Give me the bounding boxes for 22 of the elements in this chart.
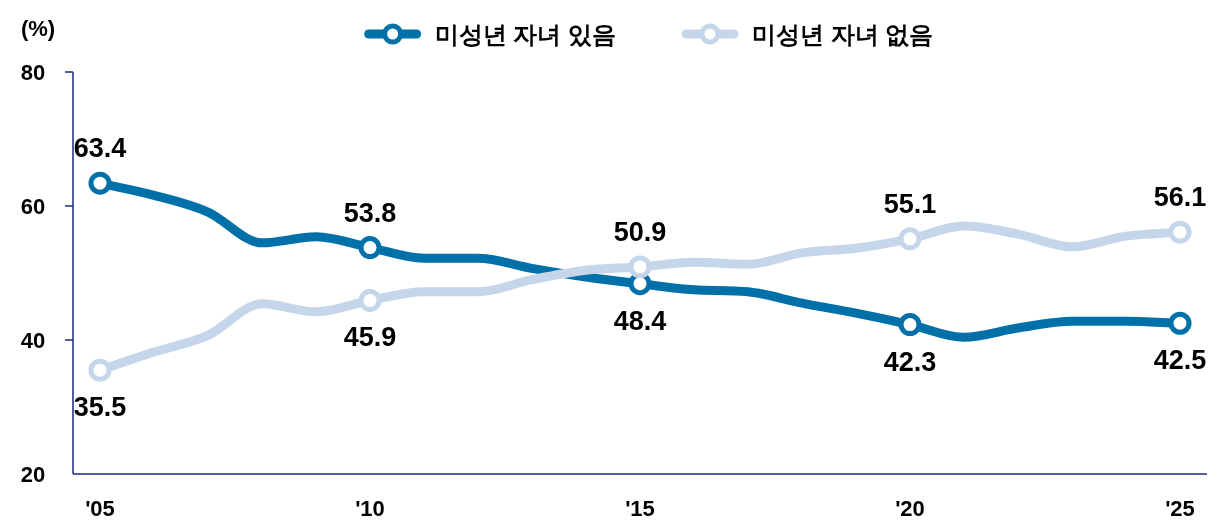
- data-label: 48.4: [613, 305, 667, 336]
- data-label: 35.5: [73, 392, 127, 423]
- data-label: 42.5: [1153, 345, 1207, 376]
- x-tick-label: '20: [895, 496, 925, 521]
- data-label: 45.9: [343, 322, 397, 353]
- data-label: 50.9: [613, 216, 667, 247]
- data-label: 63.4: [73, 133, 127, 164]
- data-label: 42.3: [883, 346, 937, 377]
- legend-label: 미성년 자녀 있음: [434, 21, 616, 48]
- y-tick-label: 20: [20, 462, 46, 487]
- x-tick-label: '15: [625, 496, 655, 521]
- x-tick-label: '10: [355, 496, 385, 521]
- data-label: 55.1: [883, 188, 937, 219]
- data-label: 53.8: [343, 197, 397, 228]
- y-tick-label: 40: [20, 328, 46, 353]
- x-tick-label: '25: [1165, 496, 1195, 521]
- y-axis-title: (%): [20, 16, 56, 41]
- x-tick-label: '05: [85, 496, 115, 521]
- y-tick-label: 80: [20, 60, 46, 85]
- data-label: 56.1: [1153, 182, 1207, 213]
- y-tick-label: 60: [20, 194, 46, 219]
- legend-label: 미성년 자녀 없음: [752, 21, 934, 48]
